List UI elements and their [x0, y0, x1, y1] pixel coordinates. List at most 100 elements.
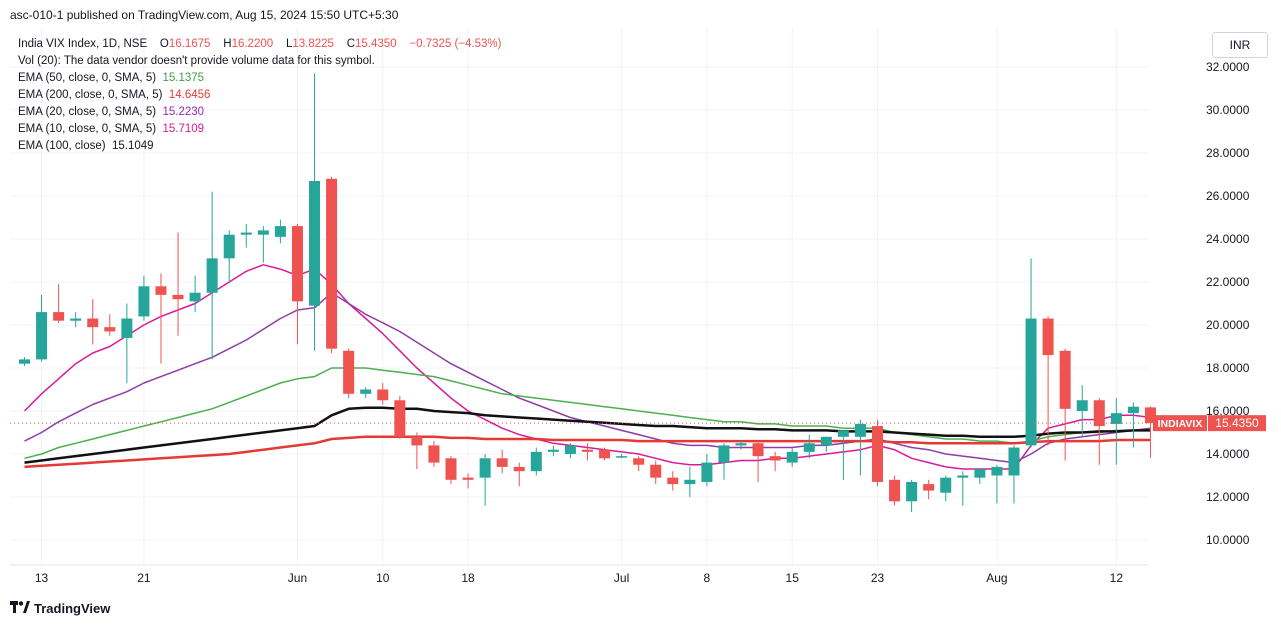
y-tick-label: 24.0000 [1206, 232, 1250, 246]
candle-body [599, 449, 611, 459]
candles[interactable] [19, 73, 1156, 513]
candle-body [786, 451, 798, 463]
candle[interactable] [411, 432, 423, 470]
candle[interactable] [326, 176, 338, 353]
candle[interactable] [479, 454, 491, 506]
candle[interactable] [957, 471, 969, 506]
candle[interactable] [291, 223, 303, 345]
candle[interactable] [906, 479, 918, 513]
candle[interactable] [701, 454, 713, 487]
candle[interactable] [786, 447, 798, 467]
candle-body [530, 451, 542, 472]
candle[interactable] [70, 312, 82, 328]
candle[interactable] [923, 479, 935, 500]
candle[interactable] [223, 230, 235, 282]
candle[interactable] [889, 475, 901, 506]
candle[interactable] [87, 299, 99, 345]
candle[interactable] [36, 294, 48, 362]
candle[interactable] [735, 441, 747, 450]
candle[interactable] [496, 449, 508, 474]
candle[interactable] [530, 447, 542, 476]
candle-body [291, 226, 303, 302]
candle-body [974, 469, 986, 478]
candle[interactable] [752, 441, 764, 482]
candle-body [547, 449, 559, 452]
candle[interactable] [53, 284, 65, 323]
candle[interactable] [189, 275, 201, 313]
currency-selector[interactable]: INR [1212, 32, 1268, 58]
candle[interactable] [240, 223, 252, 248]
legend-ema50[interactable]: EMA (50, close, 0, SMA, 5) 15.1375 [18, 70, 501, 87]
candle-body [633, 458, 645, 465]
candle[interactable] [206, 191, 218, 360]
candle[interactable] [445, 456, 457, 485]
candle[interactable] [172, 232, 184, 336]
legend-ema10[interactable]: EMA (10, close, 0, SMA, 5) 15.7109 [18, 121, 501, 138]
tradingview-brand-text: TradingView [34, 600, 111, 616]
candle[interactable] [872, 419, 883, 487]
candle[interactable] [1076, 385, 1088, 437]
ohlc-high-value: 16.2200 [231, 38, 274, 50]
candle[interactable] [1093, 398, 1105, 465]
candle[interactable] [718, 443, 730, 480]
legend-ema100[interactable]: EMA (100, close) 15.1049 [18, 138, 501, 155]
candle[interactable] [684, 466, 696, 497]
candle[interactable] [138, 275, 150, 321]
candle[interactable] [854, 419, 866, 476]
candle[interactable] [599, 447, 611, 461]
candle[interactable] [104, 314, 116, 336]
x-tick-label: 10 [376, 571, 390, 585]
candle[interactable] [974, 469, 986, 485]
candle[interactable] [1025, 258, 1037, 448]
volume-note[interactable]: Vol (20): The data vendor doesn't provid… [18, 55, 375, 67]
candle[interactable] [1127, 402, 1139, 448]
candle[interactable] [309, 73, 321, 351]
candle[interactable] [667, 471, 679, 491]
legend-ema20[interactable]: EMA (20, close, 0, SMA, 5) 15.2230 [18, 104, 501, 121]
candle[interactable] [121, 303, 133, 384]
candle[interactable] [1144, 406, 1156, 458]
candle[interactable] [581, 443, 593, 461]
legend: India VIX Index, 1D, NSE O16.1675 H16.22… [18, 36, 501, 155]
candle[interactable] [428, 441, 440, 467]
candle-body [257, 230, 269, 235]
candle[interactable] [513, 462, 525, 487]
ema10-value: 15.7109 [162, 123, 205, 135]
tradingview-logo[interactable]: TradingView [10, 600, 110, 616]
candle[interactable] [769, 451, 781, 472]
candle[interactable] [1042, 316, 1054, 446]
candle[interactable] [257, 226, 269, 263]
candle-body [360, 389, 372, 394]
symbol-label[interactable]: India VIX Index, 1D, NSE [18, 38, 148, 50]
candle[interactable] [1110, 398, 1122, 465]
candle[interactable] [650, 460, 662, 485]
candle[interactable] [1059, 348, 1071, 461]
candle[interactable] [377, 383, 389, 405]
candle-body [991, 466, 1003, 476]
candle[interactable] [940, 475, 952, 502]
candle[interactable] [274, 219, 286, 244]
candle[interactable] [547, 445, 559, 457]
candle[interactable] [1008, 445, 1020, 504]
x-tick-label: 13 [35, 571, 49, 585]
candle[interactable] [991, 464, 1003, 504]
candle-body [445, 458, 457, 480]
candle[interactable] [837, 430, 849, 480]
candle[interactable] [462, 473, 474, 489]
legend-ema200[interactable]: EMA (200, close, 0, SMA, 5) 14.6456 [18, 87, 501, 104]
ema-line [24, 406, 1151, 464]
candle-body [735, 443, 747, 446]
candle[interactable] [633, 456, 645, 472]
candle[interactable] [803, 434, 815, 459]
candle-body [1025, 318, 1037, 446]
candle[interactable] [394, 395, 406, 439]
candle[interactable] [343, 348, 355, 399]
candle[interactable] [19, 357, 30, 366]
candle[interactable] [155, 273, 167, 364]
candle[interactable] [360, 387, 372, 399]
candle[interactable] [564, 443, 576, 459]
candle[interactable] [820, 436, 832, 452]
candle[interactable] [616, 454, 628, 459]
